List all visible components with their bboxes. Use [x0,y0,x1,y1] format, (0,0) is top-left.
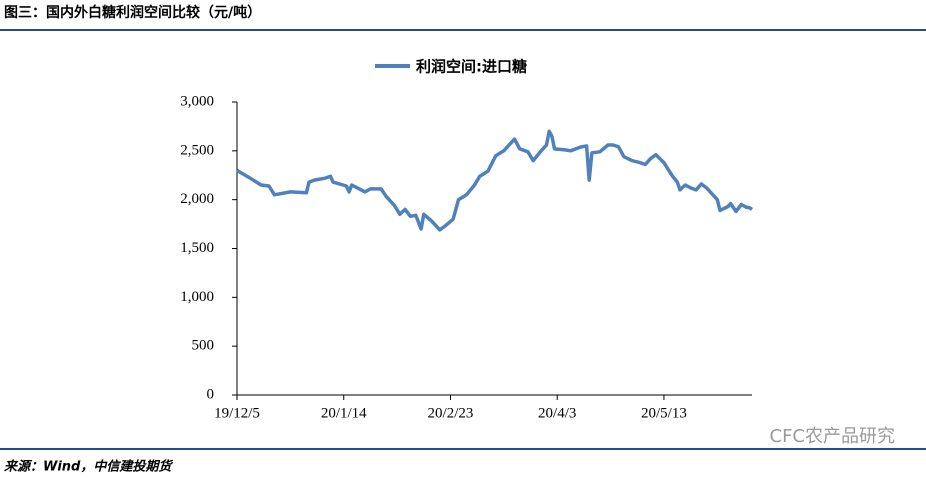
x-tick-label: 20/1/14 [321,405,367,421]
y-tick-label: 2,500 [180,142,214,158]
series-line [236,129,754,232]
source: 来源：Wind，中信建投期货 [4,459,173,475]
y-tick-label: 1,000 [180,289,214,305]
y-tick-label: 0 [207,386,215,402]
x-tick-label: 20/2/23 [428,405,474,421]
title: 图三：国内外白糖利润空间比较（元/吨） [4,4,261,21]
y-tick-label: 3,000 [180,93,214,109]
legend-label: 利润空间:进口糖 [416,58,527,76]
y-tick-label: 500 [192,338,215,354]
x-tick-label: 19/12/5 [214,405,260,421]
x-tick-label: 20/5/13 [641,405,687,421]
x-tick-label: 20/4/3 [538,405,576,421]
y-tick-label: 1,500 [180,240,214,256]
y-tick-label: 2,000 [180,191,214,207]
watermark: CFC农产品研究 [770,426,896,447]
